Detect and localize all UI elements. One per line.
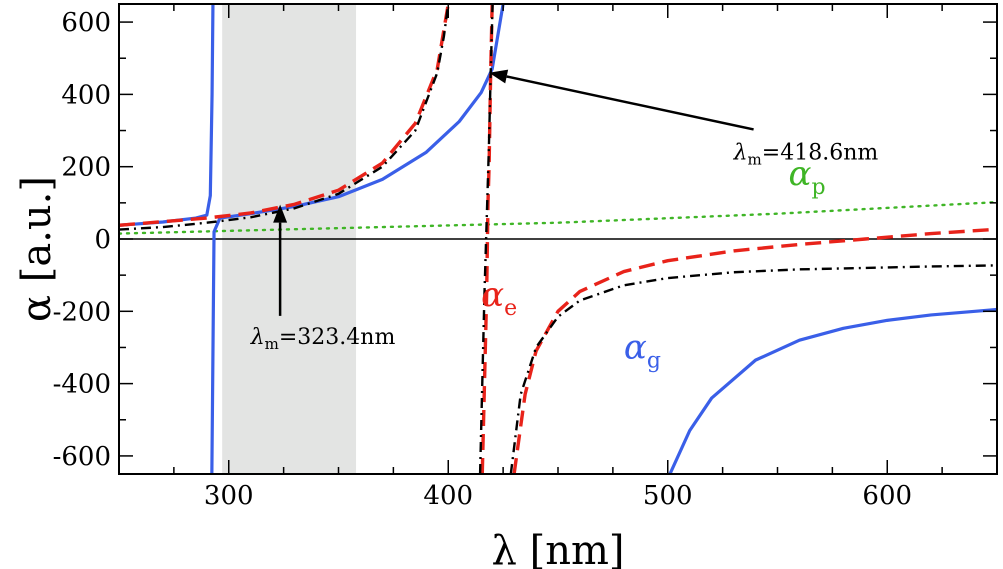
x-tick-label: 300 <box>204 481 254 511</box>
series-label-alpha_e: αe <box>481 275 517 321</box>
series-line-alpha_total-1 <box>478 4 494 474</box>
y-tick-label: -400 <box>53 370 111 400</box>
y-tick-label: -200 <box>53 297 111 327</box>
x-tick-label: 400 <box>423 481 473 511</box>
y-tick-label: 200 <box>61 153 111 183</box>
series-label-alpha_p: αp <box>788 154 825 200</box>
series-layer <box>119 4 997 474</box>
series-line-alpha_total-0 <box>119 4 450 231</box>
labels-layer: 300 400 500 600 -600 -400 -200 0 200 400 600 λ [nm]… <box>14 8 912 569</box>
y-tick-label: 0 <box>94 225 111 255</box>
series-alpha_g <box>119 4 997 474</box>
annotation-arrow-lambda-m-323 <box>273 204 288 316</box>
series-line-alpha_e-0 <box>119 4 450 227</box>
series-line-alpha_p-0 <box>119 200 997 235</box>
series-line-alpha_g-2 <box>668 307 997 474</box>
y-tick-label: 400 <box>61 80 111 110</box>
annotation-lambda-m-418: λm=418.6nm <box>733 140 879 168</box>
axes-frame-layer <box>118 3 998 475</box>
series-label-alpha_g: αg <box>624 327 661 373</box>
series-line-alpha_e-2 <box>512 227 997 474</box>
y-axis-title: α [a.u.] <box>14 176 60 322</box>
series-alpha_p <box>119 200 997 235</box>
annotation-lambda-m-323: λm=323.4nm <box>250 325 396 353</box>
annotation-arrow-lambda-m-418 <box>489 69 754 131</box>
x-tick-label: 500 <box>643 481 693 511</box>
series-line-alpha_total-2 <box>509 264 997 474</box>
y-tick-label: -600 <box>53 442 111 472</box>
series-alpha_total <box>119 4 997 474</box>
x-axis-title: λ [nm] <box>492 528 625 569</box>
series-line-alpha_g-0 <box>119 4 215 227</box>
x-tick-label: 600 <box>862 481 912 511</box>
series-line-alpha_g-1 <box>210 4 505 474</box>
y-tick-label: 600 <box>61 8 111 38</box>
